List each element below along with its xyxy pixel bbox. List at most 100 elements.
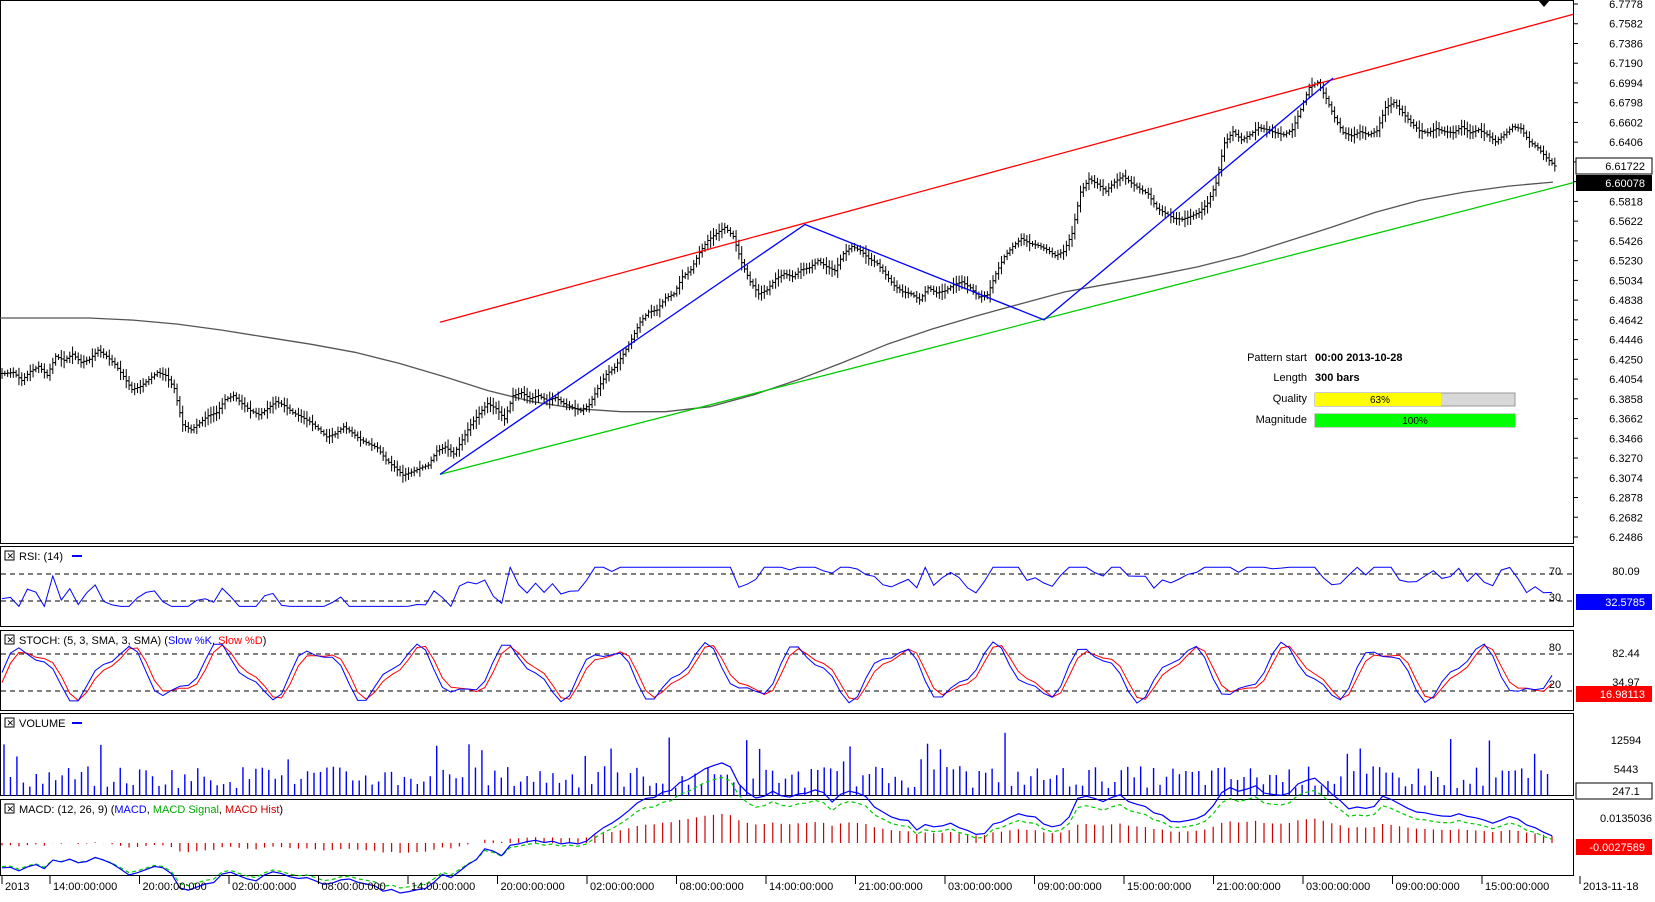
rsi-title: RSI: (14) [19,551,63,563]
volume-current-value: 247.1 [1612,786,1640,798]
macd-panel: ✕ MACD: (12, 26, 9) (MACD, MACD Signal, … [1,762,1652,894]
magnitude-value: 100% [1402,416,1428,427]
price-tick-label: 6.5034 [1609,275,1643,287]
macd-line [1,762,1553,894]
stoch-slow-k-line [1,641,1553,704]
stoch-panel-frame [0,630,1574,711]
price-tick-label: 6.2878 [1609,493,1643,505]
length-label: Length [1273,372,1307,384]
main-panel-frame [0,0,1574,544]
rsi-current-badge [1576,594,1652,610]
price-tick-label: 6.3858 [1609,394,1643,406]
price-tick-label: 6.4838 [1609,295,1643,307]
price-tick-label: 6.2682 [1609,512,1643,524]
price-tick-label: 6.6798 [1609,98,1643,110]
price-tick-label: 6.4446 [1609,335,1643,347]
time-axis: 2013 14:00:00:000 20:00:00:000 02:00:00:000… [1,876,1638,893]
time-tick-label: 09:00:00:000 [1396,881,1460,893]
pattern-info-box: Pattern start 00:00 2013-10-28 Length 30… [1247,352,1516,428]
time-tick-label: 21:00:00:000 [1217,881,1281,893]
volume-close-icon: ✕ [7,718,15,728]
time-tick-label: 14:00:00:000 [769,881,833,893]
time-tick-label: 21:00:00:000 [859,881,923,893]
stoch-close-icon: ✕ [7,635,15,645]
price-tick-label: 6.6406 [1609,137,1643,149]
stoch-close-box[interactable] [4,634,15,645]
current-price-text: 6.61722 [1605,161,1645,173]
time-tick-label: 15:00:00:000 [1127,881,1191,893]
time-tick-label: 2013 [5,881,29,893]
time-tick-label: 15:00:00:000 [1485,881,1549,893]
upper-channel-line [439,13,1574,323]
price-tick-label: 6.4642 [1609,315,1643,327]
stoch-current-value: 16.98113 [1600,689,1645,701]
macd-current-value: -0.0027589 [1589,842,1645,854]
volume-current-badge [1575,782,1653,800]
rsi-line [1,565,1553,608]
macd-close-box[interactable] [4,803,15,814]
time-tick-label: 14:00:00:000 [411,881,475,893]
price-tick-label: 6.7778 [1609,0,1643,11]
time-tick-label: 08:00:00:000 [322,881,386,893]
time-tick-label: 03:00:00:000 [1306,881,1370,893]
volume-close-box[interactable] [4,717,15,728]
price-tick-label: 6.3662 [1609,414,1643,426]
rsi-panel: ✕ RSI: (14) 70 30 80.09 32.5785 [1,550,1652,610]
time-tick-label: 03:00:00:000 [948,881,1012,893]
price-tick-label: 6.3466 [1609,433,1643,445]
scroll-marker-icon[interactable] [1538,0,1550,7]
macd-current-badge [1576,839,1652,855]
time-tick-label: 02:00:00:000 [232,881,296,893]
macd-axis-top: 0.0135036 [1600,813,1652,825]
price-tick-label: 6.7190 [1609,58,1643,70]
quality-bar-fill [1315,393,1441,406]
rsi-level-30-label: 30 [1549,592,1561,604]
stoch-title: STOCH: (5, 3, SMA, 3, SMA) (Slow %K, Slo… [19,635,266,647]
quality-label: Quality [1273,393,1308,405]
macd-title: MACD: (12, 26, 9) (MACD, MACD Signal, MA… [19,804,283,816]
time-tick-label: 20:00:00:000 [143,881,207,893]
rsi-current-value: 32.5785 [1605,597,1645,609]
macd-panel-frame [0,799,1574,876]
length-value: 300 bars [1315,372,1360,384]
time-tick-label: 14:00:00:000 [53,881,117,893]
time-tick-label: 08:00:00:000 [680,881,744,893]
stoch-slow-d-line [1,644,1553,702]
rsi-level-70-label: 70 [1549,566,1561,578]
price-tick-label: 6.5426 [1609,236,1643,248]
second-price-badge: 6.60078 [1576,175,1652,191]
pattern-start-label: Pattern start [1247,352,1307,364]
time-tick-label: 2013-11-18 [1583,881,1638,893]
moving-average-line [0,181,1554,413]
rsi-close-icon: ✕ [7,551,15,561]
main-price-plot [0,13,1574,483]
stoch-level-20-label: 20 [1549,679,1561,691]
pattern-start-value: 00:00 2013-10-28 [1315,352,1402,364]
stoch-axis-top: 82.44 [1612,648,1640,660]
volume-tick-2: 5443 [1614,764,1638,776]
zigzag-line [439,77,1334,475]
stoch-level-80-label: 80 [1549,642,1561,654]
time-tick-label: 20:00:00:000 [501,881,565,893]
current-price-badge: 6.61722 [1575,157,1653,175]
stoch-panel: ✕ STOCH: (5, 3, SMA, 3, SMA) (Slow %K, S… [1,634,1652,704]
macd-signal-line [1,776,1553,889]
volume-tick-1: 12594 [1611,735,1642,747]
price-tick-label: 6.6602 [1609,117,1643,129]
time-tick-label: 09:00:00:000 [1038,881,1102,893]
price-tick-label: 6.5622 [1609,216,1643,228]
price-axis: 6.7778 6.7582 6.7386 6.7190 6.6994 6.6798 6.66… [1573,0,1643,544]
rsi-axis-top: 80.09 [1612,566,1640,578]
rsi-panel-frame [0,546,1574,627]
price-tick-label: 6.3074 [1609,473,1643,485]
macd-close-icon: ✕ [7,804,15,814]
magnitude-bar-fill [1315,414,1515,427]
second-price-text: 6.60078 [1605,178,1645,190]
price-tick-label: 6.5230 [1609,256,1643,268]
stoch-current-badge [1576,686,1652,702]
price-tick-label: 6.4054 [1609,374,1643,386]
rsi-close-box[interactable] [4,550,15,561]
volume-title: VOLUME [19,718,65,730]
